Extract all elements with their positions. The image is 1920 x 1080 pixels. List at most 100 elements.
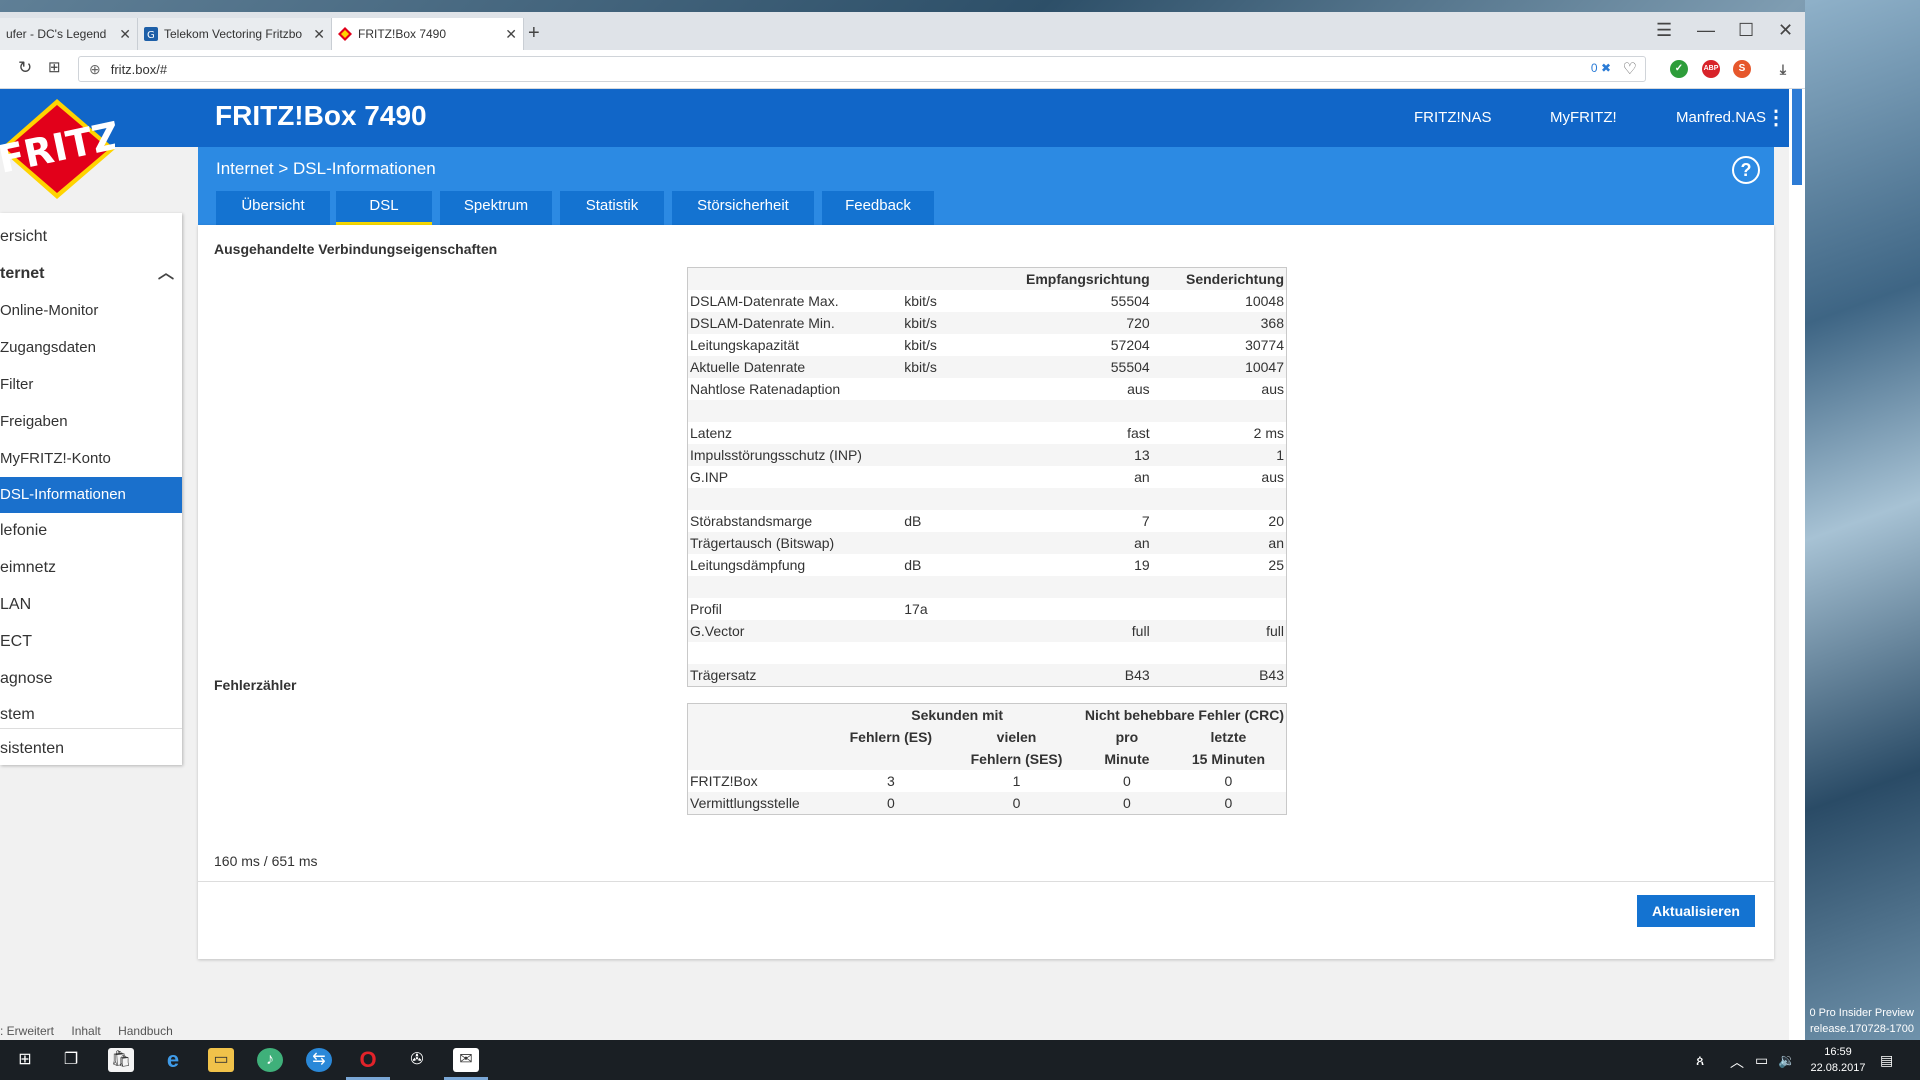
table-row: Trägersatz B43 B43 xyxy=(687,664,1287,687)
page-scrollbar[interactable] xyxy=(1789,89,1805,1040)
footer-link-advanced[interactable]: : Erweitert xyxy=(0,1024,55,1038)
volume-icon[interactable]: 🔉 xyxy=(1778,1052,1796,1068)
page-load-timing: 160 ms / 651 ms xyxy=(214,853,318,869)
cell-tx: full xyxy=(1151,620,1287,642)
table-row: G.INP an aus xyxy=(688,466,1287,488)
sidebar-item-uebersicht[interactable]: ersicht xyxy=(0,228,48,245)
show-hidden-icons-icon[interactable]: ︿ xyxy=(1730,1054,1744,1070)
adblock-extension-icon[interactable]: ABP xyxy=(1702,60,1720,78)
mail-app-icon[interactable]: ✉ xyxy=(453,1048,479,1072)
footer-link-contents[interactable]: Inhalt xyxy=(71,1024,101,1038)
myfritz-link[interactable]: MyFRITZ! xyxy=(1550,109,1617,126)
network-icon[interactable]: ▭ xyxy=(1755,1052,1769,1068)
sidebar-item-online-monitor[interactable]: Online-Monitor xyxy=(0,302,99,319)
system-clock[interactable]: 16:59 22.08.2017 xyxy=(1808,1044,1868,1076)
taskbar: ⊞ ❐ 🛍 e ▭ ♪ ⇆ O ✇ ✉ ጰ ︿ ▭ 🔉 16:59 22.08.… xyxy=(0,1040,1920,1080)
sidebar-item-internet[interactable]: ternet ︿ xyxy=(0,256,182,292)
task-view-icon[interactable]: ❐ xyxy=(63,1051,79,1068)
cell-unit xyxy=(902,576,1012,598)
edge-browser-icon[interactable]: e xyxy=(166,1047,180,1072)
fritz-header: FRITZ!Box 7490 FRITZ!NAS MyFRITZ! Manfre… xyxy=(0,89,1789,147)
opera-browser-icon[interactable]: O xyxy=(359,1047,377,1072)
url-text: fritz.box/# xyxy=(110,61,168,77)
cell-tx: 1 xyxy=(1151,444,1287,466)
sidebar-item-zugangsdaten[interactable]: Zugangsdaten xyxy=(0,339,96,356)
sidebar-item-heimnetz[interactable]: eimnetz xyxy=(0,559,57,576)
cell-tx: an xyxy=(1151,532,1287,554)
start-windows-icon[interactable]: ⊞ xyxy=(18,1051,32,1068)
close-tab-icon[interactable]: ✕ xyxy=(505,25,517,42)
action-center-icon[interactable]: ▤ xyxy=(1880,1052,1894,1068)
cell-unit xyxy=(902,642,1012,664)
cell-label: Vermittlungsstelle xyxy=(687,792,832,815)
footer-link-manual[interactable]: Handbuch xyxy=(118,1024,173,1038)
sidebar-item-filter[interactable]: Filter xyxy=(0,376,34,393)
cell-rx: B43 xyxy=(1011,664,1152,687)
sidebar-item-assistenten[interactable]: sistenten xyxy=(0,740,65,757)
fritznas-link[interactable]: FRITZ!NAS xyxy=(1414,109,1492,126)
tool-app-icon[interactable]: ⇆ xyxy=(306,1048,332,1072)
group-header-crc: Nicht behebbare Fehler (CRC) xyxy=(1082,703,1287,726)
cell-label: Impulsstörungsschutz (INP) xyxy=(687,444,903,466)
close-tab-icon[interactable]: ✕ xyxy=(313,25,325,42)
table-row: Vermittlungsstelle 0 0 0 0 xyxy=(687,792,1287,815)
column-header-15-1: letzte xyxy=(1170,726,1287,748)
sidebar-item-freigaben[interactable]: Freigaben xyxy=(0,413,68,430)
cell-rx: an xyxy=(1011,532,1152,554)
browser-tab-active[interactable]: FRITZ!Box 7490 ✕ xyxy=(332,18,524,50)
user-menu-link[interactable]: Manfred.NAS xyxy=(1676,109,1767,126)
cell-label: Trägersatz xyxy=(687,664,903,687)
maximize-icon[interactable]: ☐ xyxy=(1738,20,1755,40)
refresh-button[interactable]: Aktualisieren xyxy=(1637,895,1755,927)
store-icon[interactable]: 🛍 xyxy=(108,1048,134,1072)
close-tab-icon[interactable]: ✕ xyxy=(119,25,131,42)
new-tab-icon[interactable]: + xyxy=(528,22,540,44)
speed-dial-icon[interactable]: ⊞ xyxy=(48,59,61,76)
tab-spektrum[interactable]: Spektrum xyxy=(440,191,552,225)
shield-extension-icon[interactable]: ✓ xyxy=(1670,60,1688,78)
tab-uebersicht[interactable]: Übersicht xyxy=(216,191,330,225)
help-icon[interactable]: ? xyxy=(1732,156,1760,184)
tab-stoersicherheit[interactable]: Störsicherheit xyxy=(672,191,814,225)
sidebar-item-dsl-informationen[interactable]: DSL-Informationen xyxy=(0,477,182,513)
tracker-badge[interactable]: 0 ✖ xyxy=(1590,61,1611,75)
table-row: DSLAM-Datenrate Max. kbit/s 55504 10048 xyxy=(688,290,1287,312)
sidebar-item-myfritz-konto[interactable]: MyFRITZ!-Konto xyxy=(0,450,111,467)
browser-tab[interactable]: ufer - DC's Legend ✕ xyxy=(0,18,138,50)
table-header-row: Sekunden mit Nicht behebbare Fehler (CRC… xyxy=(687,703,1287,726)
cell-m15: 0 xyxy=(1170,792,1287,815)
bookmark-heart-icon[interactable]: ♡ xyxy=(1622,61,1637,78)
reload-icon[interactable]: ↻ xyxy=(18,58,33,77)
sidebar-item-system[interactable]: stem xyxy=(0,706,35,723)
globe-app-icon[interactable]: ✇ xyxy=(410,1051,424,1068)
breadcrumb[interactable]: Internet > DSL-Informationen xyxy=(216,159,436,178)
cell-label: G.Vector xyxy=(687,620,903,642)
download-icon[interactable]: ⤓ xyxy=(1774,60,1792,78)
browser-tab[interactable]: G Telekom Vectoring Fritzbo ✕ xyxy=(138,18,332,50)
table-row: Nahtlose Ratenadaption aus aus xyxy=(688,378,1287,400)
cell-unit: dB xyxy=(904,513,922,529)
more-menu-icon[interactable]: ⋮ xyxy=(1766,107,1786,129)
table-row: Leitungsdämpfung dB 19 25 xyxy=(688,554,1287,576)
content-divider xyxy=(198,881,1774,882)
tab-feedback[interactable]: Feedback xyxy=(822,191,934,225)
music-app-icon[interactable]: ♪ xyxy=(257,1048,283,1072)
sidebar-item-dect[interactable]: ECT xyxy=(0,633,32,650)
sidebar-item-telefonie[interactable]: lefonie xyxy=(0,522,48,539)
tab-menu-icon[interactable]: ☰ xyxy=(1656,20,1673,40)
close-window-icon[interactable]: ✕ xyxy=(1778,20,1794,40)
tab-statistik[interactable]: Statistik xyxy=(560,191,664,225)
cell-unit: dB xyxy=(904,557,922,573)
tab-dsl[interactable]: DSL xyxy=(336,191,432,225)
minimize-icon[interactable]: — xyxy=(1697,20,1715,40)
sync-extension-icon[interactable]: S xyxy=(1733,60,1751,78)
sidebar-item-diagnose[interactable]: agnose xyxy=(0,670,53,687)
scrollbar-thumb[interactable] xyxy=(1792,89,1802,185)
people-icon[interactable]: ጰ xyxy=(1696,1052,1705,1068)
url-field[interactable]: ⊕ fritz.box/# 0 ✖ ♡ xyxy=(78,56,1646,82)
cell-es: 0 xyxy=(831,792,951,815)
cell-tx: 25 xyxy=(1268,557,1284,573)
cell-label xyxy=(687,488,903,510)
file-explorer-icon[interactable]: ▭ xyxy=(208,1048,234,1072)
sidebar-item-wlan[interactable]: LAN xyxy=(0,596,32,613)
